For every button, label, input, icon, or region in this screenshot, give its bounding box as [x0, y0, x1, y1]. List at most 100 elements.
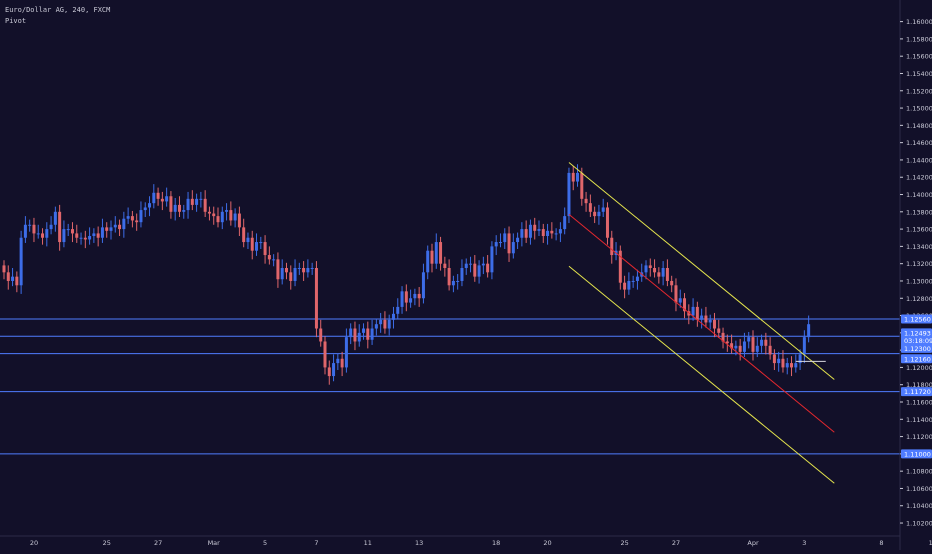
candle-body: [45, 229, 49, 238]
candle-body: [747, 337, 751, 342]
candle-body: [777, 358, 781, 364]
candle-body: [725, 341, 729, 344]
candle-body: [528, 224, 532, 238]
candle-body: [413, 293, 417, 299]
candle-body: [571, 172, 575, 182]
x-tick-label: 5: [263, 539, 267, 547]
candle-body: [494, 242, 498, 247]
candle-body: [576, 172, 580, 182]
indicator-label[interactable]: Pivot: [5, 17, 27, 25]
price-tag: [901, 387, 932, 397]
candle-body: [70, 229, 74, 234]
y-tick-label: 1.10400: [906, 502, 932, 510]
candle-body: [28, 224, 32, 226]
price-tag: [901, 314, 932, 324]
candle-body: [593, 211, 597, 217]
candle-body: [674, 285, 678, 303]
regression-channel[interactable]: [568, 162, 835, 484]
candle-body: [751, 337, 755, 352]
candle-body: [306, 268, 310, 273]
candle-body: [148, 203, 152, 208]
candle-body: [721, 332, 725, 342]
candle-body: [272, 259, 276, 261]
candle-body: [734, 345, 738, 349]
price-tag-label: 1.11000: [904, 450, 931, 458]
candle-body: [135, 220, 139, 223]
candle-body: [439, 242, 443, 264]
candle-body: [374, 324, 378, 329]
candle-body: [255, 242, 259, 251]
x-tick-label: Mar: [208, 539, 221, 547]
y-tick-label: 1.10200: [906, 520, 932, 528]
candle-body: [229, 210, 233, 221]
candle-body: [434, 242, 438, 264]
symbol-title: Euro/Dollar AG, 240, FXCM: [5, 6, 111, 14]
candle-body: [246, 237, 250, 243]
candle-body: [62, 229, 66, 243]
y-tick-label: 1.16000: [906, 18, 932, 26]
candle-body: [558, 229, 562, 234]
y-tick-label: 1.15600: [906, 53, 932, 61]
candle-body: [203, 198, 207, 212]
candle-body: [362, 328, 366, 333]
candle-body: [160, 198, 164, 202]
candle-body: [370, 328, 374, 340]
chart-legend: Euro/Dollar AG, 240, FXCM Pivot: [5, 5, 110, 27]
y-tick-label: 1.14000: [906, 191, 932, 199]
candle-body: [6, 272, 10, 281]
candle-body: [383, 319, 387, 329]
candle-body: [156, 192, 160, 199]
x-tick-label: Apr: [747, 539, 759, 547]
candle-body: [233, 213, 237, 221]
candle-body: [563, 216, 567, 230]
x-tick-label: 25: [620, 539, 628, 547]
candle-body: [96, 233, 100, 238]
candle-body: [520, 229, 524, 238]
candle-body: [447, 268, 451, 286]
candle-body: [695, 306, 699, 320]
candle-body: [712, 319, 716, 329]
candle-body: [353, 328, 357, 342]
candle-body: [760, 339, 764, 346]
candle-body: [139, 210, 143, 223]
candle-body: [323, 341, 327, 368]
price-tag: [901, 328, 932, 338]
y-tick-label: 1.14600: [906, 139, 932, 147]
candle-body: [314, 268, 318, 329]
candle-body: [802, 337, 806, 355]
candle-body: [23, 224, 27, 238]
candle-body: [503, 233, 507, 243]
candle-body: [118, 224, 122, 230]
candle-body: [11, 276, 15, 281]
candle-body: [653, 268, 657, 273]
candle-body: [186, 198, 190, 211]
x-tick-label: 8: [879, 539, 883, 547]
candle-body: [700, 315, 704, 320]
candle-body: [396, 306, 400, 314]
channel-lower-line: [568, 265, 835, 484]
y-tick-label: 1.15800: [906, 35, 932, 43]
candle-body: [597, 211, 601, 217]
candle-body: [456, 280, 460, 282]
y-tick-label: 1.11400: [906, 416, 932, 424]
candle-body: [541, 229, 545, 237]
candle-body: [387, 319, 391, 329]
candle-body: [785, 363, 789, 368]
candle-body: [310, 268, 314, 269]
candle-body: [130, 216, 134, 221]
candle-body: [533, 224, 537, 231]
price-tag: [901, 336, 932, 346]
y-tick-label: 1.12800: [906, 295, 932, 303]
candle-body: [143, 207, 147, 211]
candle-body: [755, 345, 759, 352]
candle-body: [648, 265, 652, 268]
y-tick-label: 1.11800: [906, 381, 932, 389]
candle-body: [477, 265, 481, 277]
candle-body: [15, 276, 19, 286]
candle-body: [794, 363, 798, 368]
price-tag-label: 03:18:09: [904, 337, 932, 345]
channel-mid-line: [568, 214, 835, 433]
